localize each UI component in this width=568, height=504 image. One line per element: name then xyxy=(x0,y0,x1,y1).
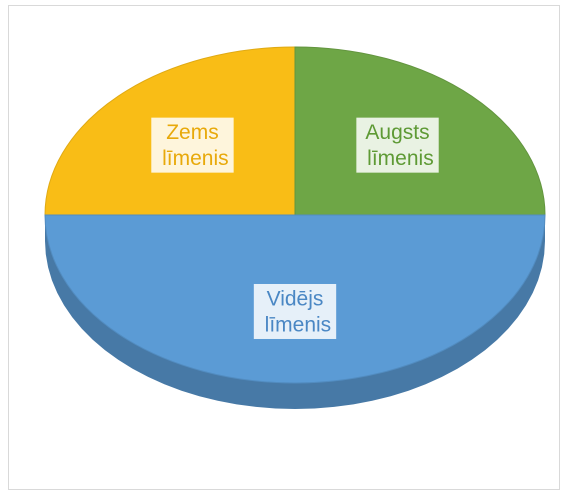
slice-label: Vidējs līmenis xyxy=(259,287,331,336)
label-line: Augsts xyxy=(365,121,429,144)
data-label: Zems līmenis xyxy=(151,117,234,173)
slice-label: Zems līmenis xyxy=(156,121,228,170)
label-box xyxy=(253,283,337,339)
label-line: līmenis xyxy=(156,147,228,170)
label-box xyxy=(151,117,234,173)
label-line: Vidējs xyxy=(267,287,324,310)
slice-label: Augsts līmenis xyxy=(361,121,433,170)
label-line: līmenis xyxy=(361,147,433,170)
label-line: līmenis xyxy=(259,313,331,336)
label-line: Zems xyxy=(166,121,219,144)
data-label: Augsts līmenis xyxy=(356,117,439,173)
label-box xyxy=(356,117,439,173)
data-label: Vidējs līmenis xyxy=(253,283,337,339)
